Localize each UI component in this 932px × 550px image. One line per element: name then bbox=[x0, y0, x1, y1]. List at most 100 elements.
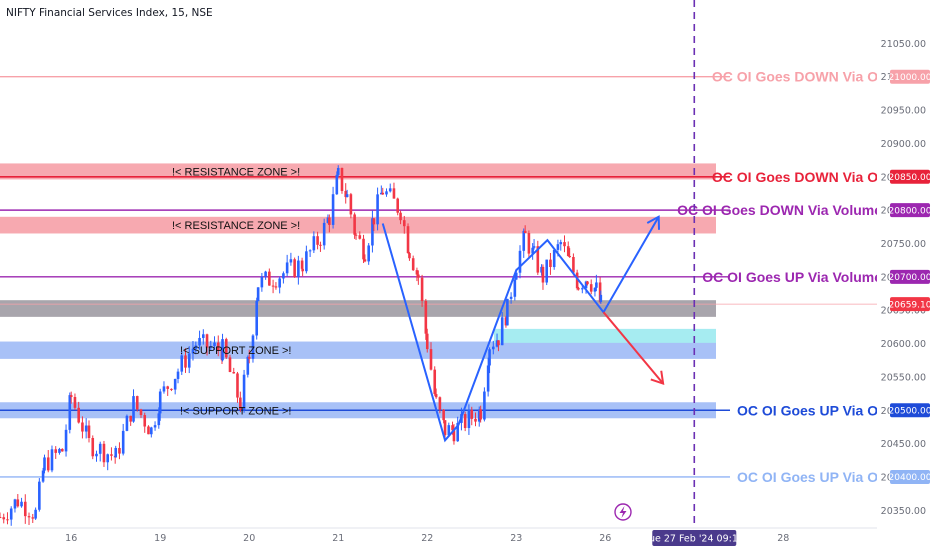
candle-body bbox=[139, 409, 143, 416]
candle-body bbox=[388, 188, 392, 192]
candle-body bbox=[118, 447, 121, 454]
candle-body bbox=[336, 167, 340, 175]
x-tick-label: 22 bbox=[421, 533, 433, 544]
candle-body bbox=[209, 346, 213, 348]
level-price-badge-5 bbox=[890, 469, 930, 484]
candle-body bbox=[402, 220, 406, 227]
candle-body bbox=[61, 448, 64, 452]
candle-body bbox=[438, 397, 442, 410]
candle-body bbox=[514, 272, 518, 280]
x-tick-label: 16 bbox=[65, 533, 77, 544]
drawing-arrowhead-0 bbox=[646, 215, 661, 230]
level-price-badge-3 bbox=[890, 269, 930, 284]
candle-body bbox=[54, 449, 58, 453]
candle-body bbox=[132, 396, 135, 422]
candle-body bbox=[58, 448, 61, 453]
candle-body bbox=[84, 425, 88, 432]
candle-body bbox=[205, 334, 209, 348]
zone-label-0: !< RESISTANCE ZONE >! bbox=[172, 166, 300, 178]
candle-body bbox=[354, 234, 358, 236]
candle-body bbox=[452, 430, 456, 442]
candle-body bbox=[392, 188, 396, 199]
candle-body bbox=[593, 287, 597, 292]
candle-body bbox=[425, 333, 429, 350]
price-axis[interactable]: 20350.00 20400.00 20450.00 20500.00 20550.00… bbox=[877, 0, 932, 550]
candle-body bbox=[293, 259, 296, 277]
candle-body bbox=[513, 279, 517, 297]
candle-body bbox=[552, 249, 556, 268]
candle-body bbox=[213, 342, 216, 347]
candle-body bbox=[532, 246, 536, 248]
candle-body bbox=[328, 217, 331, 225]
candle-body bbox=[282, 273, 285, 279]
y-tick-label: 20650.00 bbox=[881, 306, 926, 317]
candle-body bbox=[46, 457, 50, 471]
candle-body bbox=[531, 247, 534, 254]
level-price-badge-4 bbox=[890, 403, 930, 418]
candle-body bbox=[73, 397, 77, 408]
y-tick-label: 21050.00 bbox=[881, 39, 926, 50]
candle-body bbox=[451, 425, 454, 431]
candle-body bbox=[415, 270, 419, 275]
candle-body bbox=[559, 242, 563, 245]
candle-body bbox=[443, 420, 447, 436]
zone-resistance-1 bbox=[0, 216, 716, 234]
level-label-3: OC OI Goes UP Via Volume bbox=[702, 269, 882, 285]
candle-body bbox=[6, 519, 9, 521]
candle-body bbox=[380, 192, 383, 195]
y-tick-label: 20550.00 bbox=[881, 372, 926, 383]
candle-body bbox=[396, 198, 400, 213]
candle-body bbox=[228, 357, 232, 373]
candle-body bbox=[536, 246, 540, 273]
candle-body bbox=[545, 259, 549, 283]
candle-body bbox=[463, 414, 467, 429]
candle-body bbox=[372, 218, 376, 225]
candle-body bbox=[577, 288, 580, 290]
level-label-1: OC OI Goes DOWN Via OI bbox=[712, 169, 882, 185]
candle-body bbox=[246, 356, 250, 375]
candle-body bbox=[95, 453, 98, 457]
candle-body bbox=[331, 194, 335, 225]
candle-body bbox=[447, 425, 451, 436]
candle-body bbox=[23, 501, 27, 517]
candle-body bbox=[239, 397, 242, 410]
level-price-badge-text-0: 21000.00 bbox=[889, 73, 932, 83]
candle-body bbox=[255, 300, 259, 336]
candle-body bbox=[523, 230, 527, 234]
candle-body bbox=[479, 409, 482, 420]
candle-body bbox=[408, 253, 411, 259]
x-tick-label: 28 bbox=[777, 533, 789, 544]
candle-body bbox=[586, 281, 589, 285]
candle-body bbox=[381, 192, 385, 195]
candle-body bbox=[424, 300, 428, 334]
x-tick-label: 21 bbox=[332, 533, 344, 544]
tradingview-logo-icon[interactable] bbox=[614, 503, 632, 521]
level-label-4: OC OI Goes UP Via OI bbox=[737, 402, 882, 418]
candle-body bbox=[135, 396, 139, 410]
candle-body bbox=[599, 294, 603, 302]
candle-body bbox=[433, 369, 437, 395]
time-axis[interactable]: 16 19 20 21 22 23 26 28 Tue 27 Feb '24 09:15 bbox=[0, 527, 877, 546]
candle-body bbox=[125, 415, 129, 431]
candle-body bbox=[158, 391, 162, 414]
level-price-badge-1 bbox=[890, 169, 930, 184]
y-tick-label: 20950.00 bbox=[881, 106, 926, 117]
candle-body bbox=[81, 422, 84, 432]
candle-body bbox=[504, 317, 508, 326]
candle-body bbox=[260, 276, 264, 288]
x-tick-label: 20 bbox=[243, 533, 255, 544]
candle-body bbox=[106, 454, 110, 463]
candle-body bbox=[251, 335, 255, 359]
candle-body bbox=[340, 167, 344, 191]
candle-body bbox=[2, 517, 6, 520]
candle-body bbox=[157, 413, 161, 426]
zone-resistance-0 bbox=[0, 163, 716, 180]
zone-label-3: !< SUPPORT ZONE >! bbox=[180, 345, 291, 357]
candle-body bbox=[497, 340, 500, 346]
candle-body bbox=[363, 259, 367, 262]
candle-body bbox=[434, 394, 438, 398]
candle-body bbox=[477, 409, 481, 422]
candle-body bbox=[289, 259, 293, 263]
candle-body bbox=[556, 244, 560, 250]
